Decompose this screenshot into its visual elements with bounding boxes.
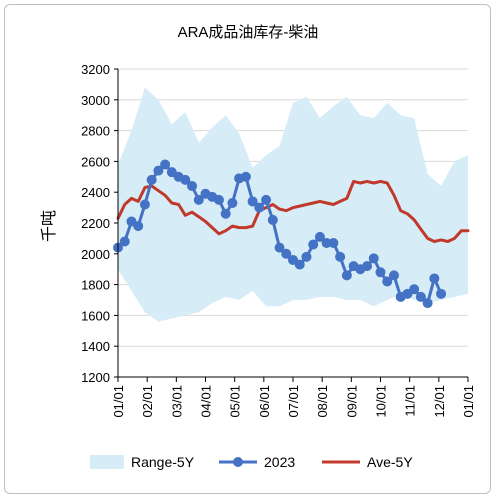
legend-range-swatch [90,455,124,469]
series-2023-point [294,259,305,270]
x-tick-labels: 01/01 02/01 03/01 04/01 05/01 06/01 07/01 08/01… [111,385,476,418]
legend-2023-marker [233,457,243,467]
y-tick-labels: 1200 1400 1600 1800 2000 2200 2400 2600 2800 3000… [81,62,110,385]
series-2023-point [409,284,420,295]
series-2023-point [187,181,198,192]
legend: Range-5Y 2023 Ave-5Y [90,454,413,470]
range-band [118,87,468,322]
y-tick-label: 1800 [81,278,110,293]
legend-ave-label: Ave-5Y [367,454,413,470]
x-tick-label: 02/01 [140,385,155,418]
x-tick-label: 09/01 [344,385,359,418]
series-2023-point [166,167,177,178]
y-tick-label: 1400 [81,339,110,354]
x-tick-label: 01/01 [111,385,126,418]
y-tick-label: 1600 [81,308,110,323]
chart-title: ARA成品油库存-柴油 [178,24,319,41]
series-2023-point [415,291,426,302]
series-2023-point [341,270,352,281]
series-2023-point [240,171,251,182]
x-tick-label: 10/01 [374,385,389,418]
x-tick-label: 01/01 [461,385,476,418]
series-2023-point [422,298,433,309]
series-2023-point [314,231,325,242]
series-2023-point [436,288,447,299]
series-2023-point [328,238,339,249]
series-2023-point [388,270,399,281]
series-2023-point [308,239,319,250]
y-tick-label: 3200 [81,62,110,77]
x-tick-label: 03/01 [169,385,184,418]
series-2023-point [180,174,191,185]
y-tick-label: 1200 [81,370,110,385]
series-2023-point [382,276,393,287]
legend-range-label: Range-5Y [131,454,195,470]
ave-5y-line [116,179,470,243]
x-tick-label: 12/01 [432,385,447,418]
series-2023-point [153,165,164,176]
series-2023-point [335,251,346,262]
series-2023-point [274,242,285,253]
series-2023-point [375,267,386,278]
y-tick-label: 2400 [81,185,110,200]
series-2023-point [402,288,413,299]
series-2023-point [362,261,373,272]
axes [114,68,469,382]
series-2023-point [247,196,258,207]
series-2023-point [227,197,238,208]
y-tick-label: 2000 [81,247,110,262]
series-2023-point [193,194,204,205]
x-tick-label: 07/01 [286,385,301,418]
series-2023-point [133,221,144,232]
range-5y-area [118,87,468,322]
y-tick-label: 3000 [81,93,110,108]
x-tick-label: 06/01 [257,385,272,418]
series-2023-point [254,202,265,213]
series-2023-point [160,159,171,170]
series-2023-point [267,214,278,225]
x-tick-label: 05/01 [228,385,243,418]
series-2023-point [429,273,440,284]
series-2023-point [126,216,137,227]
series-2023-point [288,254,298,265]
y-axis-label: 千吨 [40,210,58,242]
series-2023-point [261,194,272,205]
series-2023-point [213,194,224,205]
series-2023-point [119,236,130,247]
legend-2023-label: 2023 [264,454,295,470]
series-2023-point [281,248,292,259]
series-2023-point [139,199,150,210]
series-2023-point [220,208,231,219]
series-2023-point [368,253,379,264]
x-tick-label: 08/01 [315,385,330,418]
y-tick-label: 2600 [81,154,110,169]
series-2023-point [146,174,157,185]
series-lines [113,159,470,309]
x-tick-label: 11/01 [403,385,418,417]
x-tick-label: 04/01 [199,385,214,418]
y-tick-label: 2200 [81,216,110,231]
series-2023-point [301,251,312,262]
y-tick-label: 2800 [81,124,110,139]
